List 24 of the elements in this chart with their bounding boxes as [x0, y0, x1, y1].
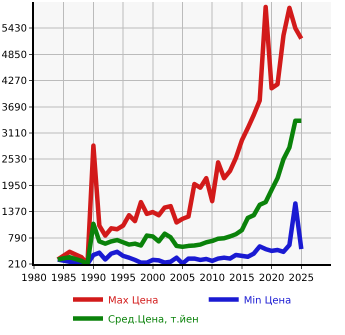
y-tick-label: 3110: [2, 128, 27, 140]
y-tick-label: 1950: [2, 180, 27, 192]
x-tick-label: 1985: [50, 273, 76, 284]
y-tick-label: 5430: [2, 24, 27, 35]
legend-label: Сред.Цена, т.йен: [108, 314, 199, 326]
legend-label: Min Цена: [244, 295, 292, 306]
legend-label: Max Цена: [108, 295, 158, 306]
x-tick-label: 2000: [140, 273, 166, 284]
x-tick-label: 1980: [21, 273, 47, 284]
x-tick-label: 2015: [229, 273, 255, 284]
line-series: [56, 201, 304, 264]
y-tick-label: 2530: [2, 154, 27, 166]
y-tick-label: 790: [8, 233, 27, 244]
y-tick-label: 210: [8, 260, 27, 270]
y-tick-label: 3690: [2, 102, 27, 114]
x-tick-label: 1995: [110, 273, 136, 284]
x-tick-label: 2025: [288, 273, 314, 284]
x-tick-label: 2010: [199, 273, 225, 284]
x-tick-label: 1990: [80, 273, 106, 284]
y-tick-label: 4270: [2, 76, 27, 88]
y-tick-label: 1370: [2, 207, 27, 218]
x-tick-label: 2020: [258, 273, 284, 284]
y-tick-label: 4850: [2, 50, 27, 61]
x-tick-label: 2005: [170, 273, 196, 284]
